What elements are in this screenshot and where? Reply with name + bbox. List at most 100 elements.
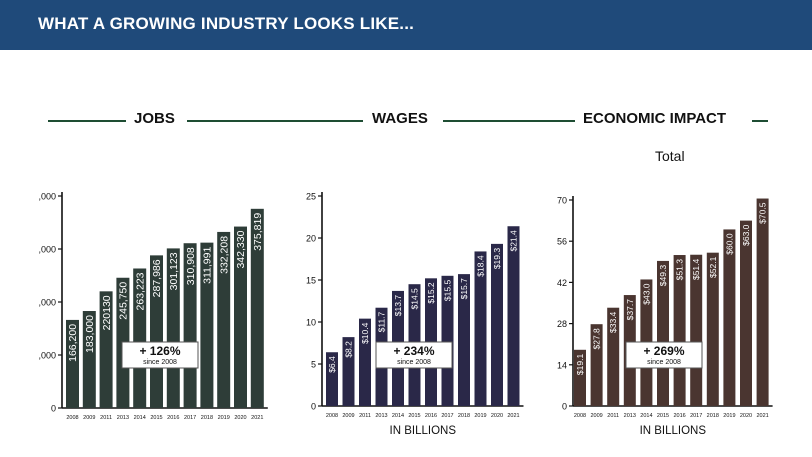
bar-data-label: 220130: [101, 295, 113, 330]
y-tick-label: ,000: [38, 192, 56, 202]
bar: [441, 275, 454, 406]
bar: [342, 337, 355, 406]
x-tick-label: 2014: [640, 413, 652, 419]
y-tick-label: ,000: [38, 351, 56, 361]
x-tick-label: 2008: [66, 415, 78, 421]
y-tick-label: ,000: [38, 298, 56, 308]
growth-callout-box: [625, 341, 703, 369]
y-tick-label: 25: [306, 192, 316, 202]
growth-callout-value: + 126%: [139, 344, 180, 358]
x-tick-label: 2019: [474, 413, 486, 419]
x-tick-label: 2021: [251, 415, 263, 421]
bar-data-label: $15.5: [442, 280, 452, 302]
bar: [326, 352, 338, 406]
wages-chart: 0 5 10 15 20 25 $6.4 2008 $8.2 2009 $10.4 2011 $11.7…: [306, 192, 524, 437]
bar-data-label: $18.4: [475, 255, 485, 277]
y-tick-label: 15: [306, 276, 316, 286]
bar: [657, 260, 669, 406]
bar: [150, 255, 163, 408]
x-tick-label: 2016: [425, 413, 437, 419]
bar: [200, 242, 214, 408]
bar: [706, 252, 719, 406]
x-tick-label: 2015: [657, 413, 669, 419]
bar-data-label: $8.2: [343, 341, 353, 358]
bar-data-label: $49.3: [658, 265, 668, 287]
bar-data-label: $13.7: [393, 295, 403, 317]
x-tick-label: 2018: [458, 413, 470, 419]
x-tick-label: 2018: [707, 413, 719, 419]
bar-data-label: $27.8: [592, 328, 602, 350]
x-tick-label: 2011: [100, 415, 112, 421]
x-tick-label: 2019: [723, 413, 735, 419]
y-tick-label: 0: [562, 402, 567, 412]
x-tick-label: 2014: [392, 413, 404, 419]
y-tick-label: 42: [557, 278, 567, 288]
x-axis-label: IN BILLIONS: [640, 425, 707, 437]
bar: [66, 319, 79, 408]
x-tick-label: 2020: [234, 415, 246, 421]
bar: [590, 324, 603, 406]
x-tick-label: 2020: [740, 413, 752, 419]
bar: [99, 291, 113, 408]
x-tick-label: 2021: [756, 413, 768, 419]
impact-chart: 0 14 28 42 56 70 $19.1 2008 $27.8 2009 $33.4 2011 $3…: [557, 196, 773, 437]
bar-data-label: $10.4: [360, 322, 370, 344]
bar-data-label: $19.3: [492, 248, 502, 270]
x-tick-label: 2016: [673, 413, 685, 419]
bar: [507, 226, 520, 406]
header-banner: WHAT A GROWING INDUSTRY LOOKS LIKE...: [0, 0, 812, 50]
growth-callout-value: + 234%: [393, 344, 434, 358]
growth-callout-value: + 269%: [643, 344, 684, 358]
bar: [607, 307, 620, 406]
bar: [234, 226, 247, 408]
bar-data-label: $37.7: [625, 299, 635, 321]
x-tick-label: 2017: [690, 413, 702, 419]
impact-heading: ECONOMIC IMPACT: [583, 110, 727, 127]
y-tick-label: 0: [51, 404, 56, 414]
x-tick-label: 2008: [574, 413, 586, 419]
bar-data-label: $21.4: [508, 230, 518, 252]
page-title: WHAT A GROWING INDUSTRY LOOKS LIKE...: [38, 14, 415, 33]
bar: [217, 231, 231, 408]
x-tick-label: 2019: [218, 415, 230, 421]
growth-callout-box: [375, 341, 453, 369]
x-tick-label: 2014: [134, 415, 146, 421]
bar-data-label: $14.5: [409, 288, 419, 310]
bar-data-label: $63.0: [741, 224, 751, 246]
x-tick-label: 2013: [624, 413, 636, 419]
bar-data-label: 332,208: [218, 236, 230, 274]
jobs-wages-rule: [187, 120, 363, 122]
x-tick-label: 2013: [117, 415, 129, 421]
y-tick-label: 10: [306, 318, 316, 328]
bar: [474, 251, 487, 406]
y-tick-label: 56: [557, 237, 567, 247]
bar-data-label: 245,750: [118, 282, 130, 320]
bar-data-label: $6.4: [327, 356, 337, 373]
bar: [458, 274, 470, 406]
x-tick-label: 2011: [607, 413, 619, 419]
jobs-chart: 0 ,000 ,000 ,000 ,000 166,200 2008 183,000 2009 2…: [38, 192, 268, 421]
x-tick-label: 2015: [408, 413, 420, 419]
bar-data-label: 311,991: [202, 246, 214, 283]
bar: [723, 229, 736, 406]
wages-heading: WAGES: [372, 110, 428, 127]
x-tick-label: 2017: [441, 413, 453, 419]
bar: [250, 208, 264, 408]
x-axis-label: IN BILLIONS: [390, 425, 457, 437]
y-tick-label: 28: [557, 319, 567, 329]
bar-data-label: $11.7: [376, 311, 386, 332]
growth-callout-caption: since 2008: [647, 359, 681, 366]
bar-data-label: 287,986: [151, 259, 163, 297]
bar-data-label: $51.4: [691, 258, 701, 280]
bar-data-label: $15.7: [459, 278, 469, 300]
bar: [359, 318, 371, 406]
impact-rule-right: [752, 120, 768, 122]
bar-data-label: 342,330: [235, 230, 247, 268]
x-tick-label: 2021: [507, 413, 519, 419]
y-tick-label: 20: [306, 234, 316, 244]
y-tick-label: ,000: [38, 245, 56, 255]
bar: [574, 349, 586, 406]
growth-callout-caption: since 2008: [397, 359, 431, 366]
x-tick-label: 2009: [342, 413, 354, 419]
bar-data-label: $52.1: [708, 256, 718, 278]
